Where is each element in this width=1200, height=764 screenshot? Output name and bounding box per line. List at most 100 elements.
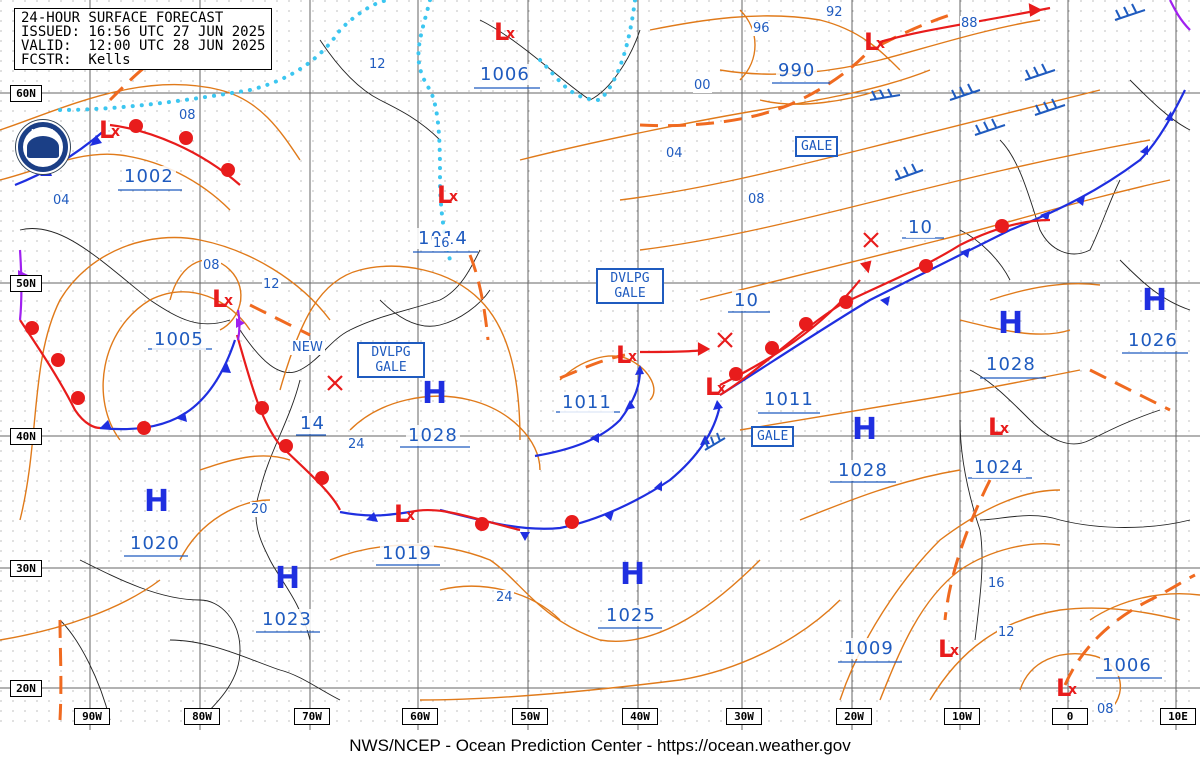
developing-gale-warning-box: DVLPG GALE <box>357 342 425 378</box>
isobars <box>0 9 1200 711</box>
isobar-label: 12 <box>997 625 1016 640</box>
warning-word: DVLPG <box>371 345 411 360</box>
footer-credit: NWS/NCEP - Ocean Prediction Center - htt… <box>349 736 851 755</box>
lat-label: 20N <box>10 680 42 697</box>
troughs <box>58 13 1196 721</box>
low-pressure-value: 10 <box>732 290 761 311</box>
low-pressure-value: 1005 <box>152 329 206 350</box>
wind-barbs <box>704 3 1146 451</box>
isobar-label: 12 <box>368 57 387 72</box>
svg-text:L: L <box>988 413 1003 441</box>
new-low-label: NEW <box>290 340 325 355</box>
high-pressure-value: 1023 <box>260 609 314 630</box>
svg-text:x: x <box>717 381 726 397</box>
low-symbols: Lx Lx Lx Lx Lx Lx Lx Lx Lx Lx Lx <box>99 18 1077 702</box>
svg-text:L: L <box>99 116 114 144</box>
lon-label: 10E <box>1160 708 1196 725</box>
svg-text:x: x <box>506 26 515 42</box>
isobar-label: 16 <box>432 236 451 251</box>
isobar-label: 24 <box>347 437 366 452</box>
isobar-label: 16 <box>987 576 1006 591</box>
high-symbol: H <box>1142 283 1168 318</box>
low-pressure-value: 1006 <box>478 64 532 85</box>
isobar-label: 08 <box>1096 702 1115 717</box>
svg-text:L: L <box>437 181 452 209</box>
high-pressure-value: 1028 <box>836 460 890 481</box>
svg-text:L: L <box>864 28 879 56</box>
low-pressure-value: 1019 <box>380 543 434 564</box>
isobar-label: 24 <box>495 590 514 605</box>
coastlines <box>19 19 1191 721</box>
isobar-label: 88 <box>960 16 979 31</box>
lon-label: 10W <box>944 708 980 725</box>
header-issued: ISSUED: 16:56 UTC 27 JUN 2025 <box>21 24 266 40</box>
svg-text:L: L <box>616 341 631 369</box>
warning-word: GALE <box>614 286 646 301</box>
svg-text:L: L <box>705 373 720 401</box>
isobar-label: 00 <box>693 78 712 93</box>
lon-label: 50W <box>512 708 548 725</box>
high-symbol: H <box>620 557 646 592</box>
svg-text:x: x <box>1068 682 1077 698</box>
high-pressure-value: 1020 <box>128 533 182 554</box>
high-symbol: H <box>275 561 301 596</box>
svg-text:L: L <box>494 18 509 46</box>
isobar-label: 96 <box>752 21 771 36</box>
header-valid: VALID: 12:00 UTC 28 JUN 2025 <box>21 38 266 54</box>
svg-text:L: L <box>212 285 227 313</box>
low-pressure-value: 1006 <box>1100 655 1154 676</box>
lon-label: 90W <box>74 708 110 725</box>
high-pressure-value: 1028 <box>984 354 1038 375</box>
forecast-header: 24-HOUR SURFACE FORECAST ISSUED: 16:56 UT… <box>14 8 273 70</box>
lat-label: 50N <box>10 275 42 292</box>
svg-text:x: x <box>406 508 415 524</box>
lon-label: 20W <box>836 708 872 725</box>
ice-edge <box>58 0 637 262</box>
svg-text:x: x <box>628 349 637 365</box>
high-symbol: H <box>422 376 448 411</box>
svg-text:x: x <box>1000 421 1009 437</box>
low-pressure-value: 10 <box>906 217 935 238</box>
noaa-logo-icon: NOAA <box>16 120 70 174</box>
low-pressure-value: 1011 <box>762 389 816 410</box>
logo-text: NOAA <box>31 128 55 137</box>
low-pressure-value: 1024 <box>972 457 1026 478</box>
svg-text:L: L <box>938 635 953 663</box>
cold-front-barbs <box>40 111 1173 541</box>
low-pressure-value: 1002 <box>122 166 176 187</box>
lat-label: 60N <box>10 85 42 102</box>
lon-label: 40W <box>622 708 658 725</box>
low-pressure-value: 1009 <box>842 638 896 659</box>
lon-label: 60W <box>402 708 438 725</box>
high-pressure-value: 1028 <box>406 425 460 446</box>
isobar-label: 08 <box>747 192 766 207</box>
warning-word: GALE <box>375 360 407 375</box>
high-pressure-value: 1026 <box>1126 330 1180 351</box>
low-pressure-value: 1011 <box>560 392 614 413</box>
header-title: 24-HOUR SURFACE FORECAST <box>21 10 224 26</box>
high-pressure-value: 1025 <box>604 605 658 626</box>
movement-arrows <box>697 3 1043 356</box>
warm-front-bumps <box>25 119 1009 531</box>
warning-word: DVLPG <box>610 271 650 286</box>
high-symbol: H <box>144 484 170 519</box>
isobar-label: 20 <box>250 502 269 517</box>
svg-text:L: L <box>394 500 409 528</box>
lon-label: 30W <box>726 708 762 725</box>
isobar-label: 04 <box>52 193 71 208</box>
header-forecaster: FCSTR: Kells <box>21 52 131 68</box>
isobar-label: 08 <box>202 258 221 273</box>
low-pressure-value: 990 <box>776 60 818 81</box>
isobar-label: 04 <box>665 146 684 161</box>
isobar-label: 08 <box>178 108 197 123</box>
svg-text:x: x <box>224 293 233 309</box>
svg-text:x: x <box>876 36 885 52</box>
svg-text:L: L <box>1056 674 1071 702</box>
isobar-label: 92 <box>825 5 844 20</box>
lat-label: 30N <box>10 560 42 577</box>
svg-text:x: x <box>111 124 120 140</box>
high-symbol: H <box>998 306 1024 341</box>
lon-label: 80W <box>184 708 220 725</box>
lat-label: 40N <box>10 428 42 445</box>
gale-warning-box: GALE <box>751 426 795 447</box>
